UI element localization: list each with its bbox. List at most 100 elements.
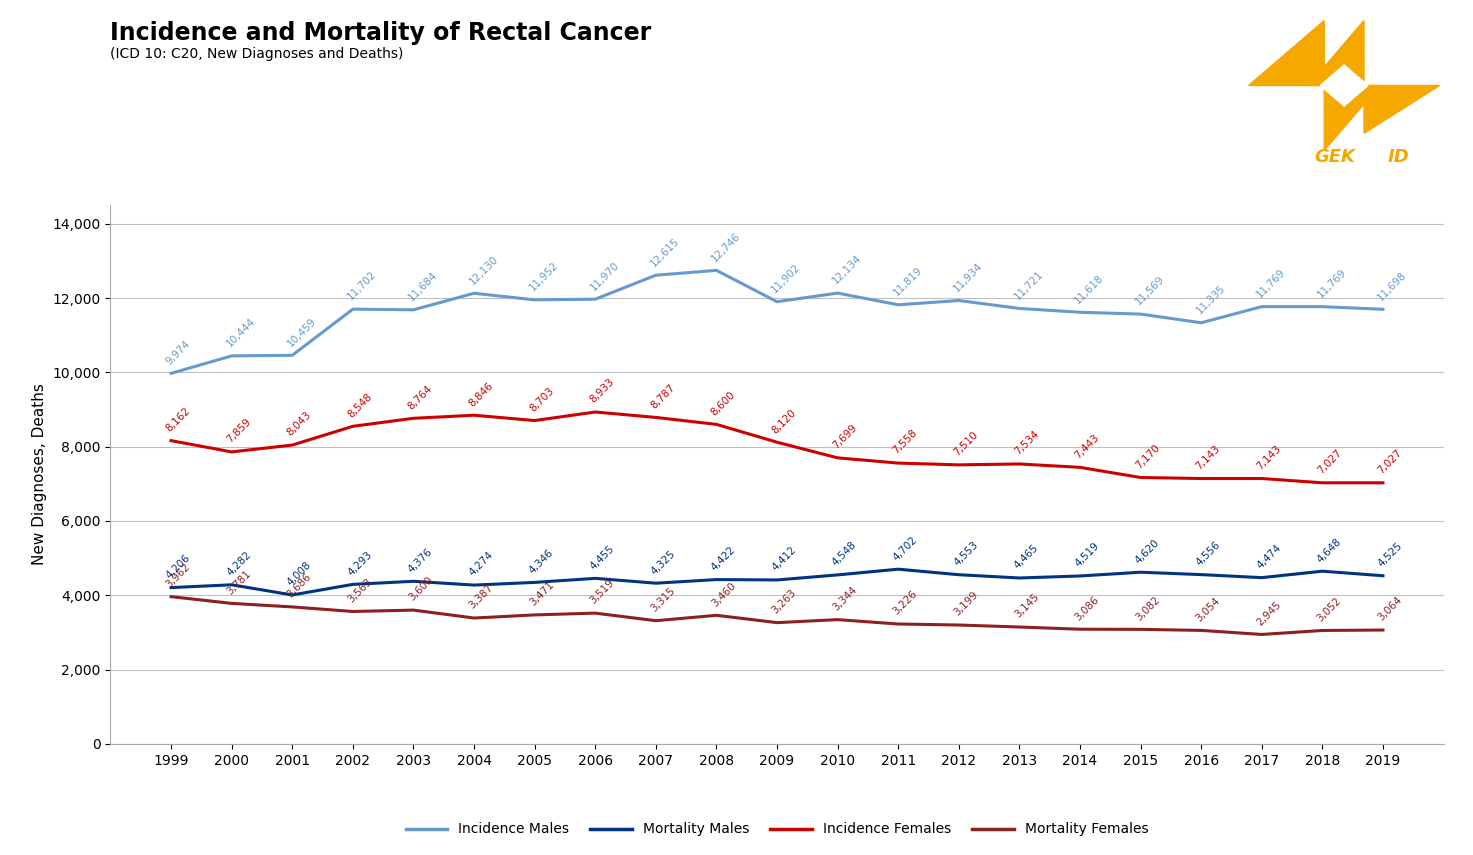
- Mortality Females: [950, 620, 968, 630]
- Mortality Males: [162, 582, 180, 593]
- Text: 7,443: 7,443: [1072, 433, 1102, 460]
- Mortality Males: [345, 579, 362, 589]
- Mortality Females: [405, 605, 423, 616]
- Mortality Females: [769, 617, 787, 628]
- Text: 11,952: 11,952: [527, 260, 560, 293]
- Text: 11,698: 11,698: [1376, 269, 1408, 303]
- Text: 4,293: 4,293: [346, 549, 374, 577]
- Text: 3,315: 3,315: [648, 586, 678, 614]
- Incidence Females: [405, 413, 423, 423]
- Text: 3,199: 3,199: [952, 590, 980, 618]
- Mortality Males: [1314, 566, 1332, 576]
- Incidence Males: [586, 294, 604, 304]
- Incidence Females: [829, 452, 847, 463]
- Mortality Females: [345, 606, 362, 616]
- Incidence Males: [1374, 304, 1392, 315]
- Text: 11,819: 11,819: [891, 265, 924, 298]
- Text: 8,787: 8,787: [648, 382, 678, 410]
- Text: 4,519: 4,519: [1072, 541, 1102, 569]
- Text: 4,206: 4,206: [164, 552, 191, 581]
- Mortality Females: [1254, 629, 1271, 640]
- Incidence Females: [465, 410, 483, 421]
- Text: 12,134: 12,134: [831, 253, 863, 286]
- Text: 11,902: 11,902: [770, 262, 803, 295]
- Legend: Incidence Males, Mortality Males, Incidence Females, Mortality Females: Incidence Males, Mortality Males, Incide…: [401, 817, 1153, 842]
- Mortality Males: [465, 580, 483, 590]
- Text: 7,510: 7,510: [952, 430, 980, 458]
- Incidence Males: [345, 304, 362, 315]
- Incidence Females: [283, 440, 300, 451]
- Line: Incidence Males: Incidence Males: [171, 270, 1383, 374]
- Mortality Females: [1131, 624, 1149, 634]
- Incidence Males: [707, 265, 725, 275]
- Text: 2,945: 2,945: [1255, 599, 1283, 628]
- Incidence Females: [1314, 478, 1332, 488]
- Text: 3,263: 3,263: [770, 587, 798, 616]
- Mortality Females: [283, 602, 300, 612]
- Polygon shape: [1249, 21, 1324, 86]
- Text: 4,648: 4,648: [1315, 536, 1343, 564]
- Text: 11,684: 11,684: [407, 270, 439, 303]
- Y-axis label: New Diagnoses, Deaths: New Diagnoses, Deaths: [32, 384, 47, 565]
- Text: 4,376: 4,376: [407, 546, 435, 575]
- Incidence Females: [162, 435, 180, 445]
- Text: 7,143: 7,143: [1195, 444, 1223, 472]
- Text: 4,422: 4,422: [710, 545, 738, 573]
- Incidence Males: [1192, 318, 1209, 328]
- Mortality Males: [586, 573, 604, 583]
- Text: 4,620: 4,620: [1134, 537, 1162, 565]
- Mortality Females: [890, 619, 907, 629]
- Text: 4,274: 4,274: [467, 550, 495, 578]
- Mortality Males: [647, 578, 664, 588]
- Text: 7,699: 7,699: [831, 422, 859, 451]
- Text: 3,519: 3,519: [588, 578, 616, 606]
- Text: 4,553: 4,553: [952, 540, 980, 568]
- Incidence Females: [1374, 478, 1392, 488]
- Mortality Males: [222, 580, 240, 590]
- Mortality Females: [586, 608, 604, 618]
- Mortality Males: [405, 576, 423, 587]
- Text: 3,781: 3,781: [224, 569, 253, 597]
- Incidence Males: [526, 295, 544, 305]
- Text: ID: ID: [1388, 148, 1410, 167]
- Incidence Females: [707, 419, 725, 429]
- Text: 3,054: 3,054: [1195, 595, 1223, 623]
- Text: 10,459: 10,459: [286, 315, 318, 348]
- Incidence Females: [1010, 459, 1028, 469]
- Text: 11,769: 11,769: [1255, 267, 1287, 300]
- Mortality Males: [890, 564, 907, 575]
- Text: 11,769: 11,769: [1315, 267, 1348, 300]
- Polygon shape: [1324, 86, 1380, 150]
- Text: 4,702: 4,702: [891, 534, 919, 563]
- Text: 8,120: 8,120: [770, 407, 798, 435]
- Text: 11,569: 11,569: [1134, 274, 1167, 307]
- Mortality Males: [283, 590, 300, 600]
- Text: Incidence and Mortality of Rectal Cancer: Incidence and Mortality of Rectal Cancer: [110, 21, 651, 45]
- Text: 8,846: 8,846: [467, 380, 495, 409]
- Text: 3,563: 3,563: [346, 576, 374, 604]
- Text: 9,974: 9,974: [164, 339, 191, 367]
- Incidence Males: [647, 270, 664, 280]
- Mortality Males: [707, 575, 725, 585]
- Text: 4,412: 4,412: [770, 545, 798, 573]
- Text: 12,746: 12,746: [710, 231, 742, 263]
- Text: 11,934: 11,934: [952, 261, 984, 293]
- Text: 7,143: 7,143: [1255, 444, 1283, 472]
- Incidence Females: [1192, 474, 1209, 484]
- Mortality Females: [162, 592, 180, 602]
- Incidence Females: [950, 460, 968, 470]
- Polygon shape: [1320, 65, 1368, 106]
- Mortality Females: [465, 613, 483, 623]
- Incidence Females: [769, 437, 787, 447]
- Mortality Females: [222, 598, 240, 609]
- Text: 3,086: 3,086: [1072, 594, 1100, 622]
- Incidence Females: [1254, 474, 1271, 484]
- Text: 12,130: 12,130: [467, 253, 499, 286]
- Text: 4,455: 4,455: [588, 543, 616, 571]
- Text: 3,686: 3,686: [286, 572, 314, 600]
- Text: 7,534: 7,534: [1012, 429, 1040, 457]
- Line: Mortality Males: Mortality Males: [171, 569, 1383, 595]
- Text: 3,226: 3,226: [891, 589, 919, 617]
- Mortality Females: [1071, 624, 1089, 634]
- Mortality Males: [829, 569, 847, 580]
